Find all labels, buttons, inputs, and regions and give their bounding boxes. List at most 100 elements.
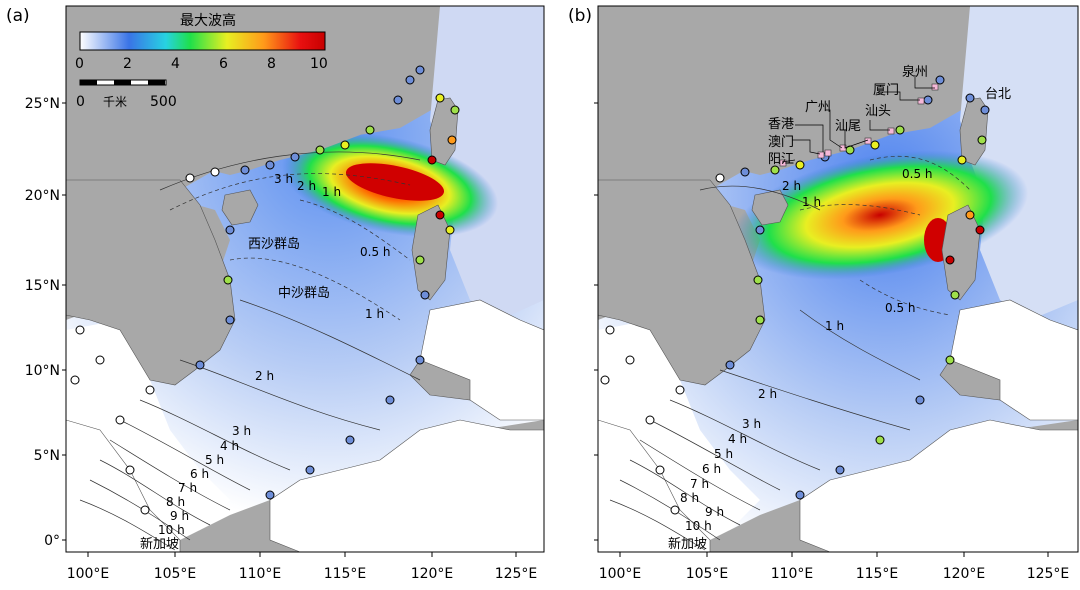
- contour-label: 1 h: [825, 319, 844, 333]
- contour-label: 2 h: [255, 369, 274, 383]
- x-tick-marks-b: [619, 552, 1049, 557]
- indochina-landmass: [65, 179, 236, 386]
- contour-label: 0.5 h: [902, 167, 933, 181]
- x-tick-label: 105°E: [686, 566, 729, 582]
- map-panel-a: 最大波高 0 2 4 6 8 10 0 千米 500 西沙群岛 中沙群岛 新加坡…: [25, 5, 545, 582]
- contour-label: 5 h: [205, 453, 224, 467]
- panel-a-letter: (a): [6, 6, 30, 26]
- city-label-yangjiang: 阳江: [768, 152, 794, 167]
- taiwan-island: [959, 97, 989, 166]
- contour-label: 3 h: [232, 424, 251, 438]
- sea-area: [66, 6, 544, 552]
- luzon-island: [941, 204, 981, 301]
- map-frame: [65, 5, 545, 553]
- x-tick-label: 100°E: [67, 566, 110, 582]
- scale-bar: 0 千米 500: [76, 79, 177, 110]
- x-tick-label: 120°E: [943, 566, 986, 582]
- city-label-guangzhou: 广州: [805, 100, 831, 115]
- y-tick-label: 25°N: [25, 96, 60, 112]
- contour-label: 10 h: [158, 523, 185, 537]
- contour-label: 10 h: [685, 519, 712, 533]
- contour-label: 4 h: [728, 432, 747, 446]
- label-xisha: 西沙群岛: [248, 236, 300, 252]
- city-label-shanwei: 汕尾: [835, 119, 861, 134]
- pacific-area: [960, 6, 1078, 320]
- x-tick-label: 115°E: [324, 566, 367, 582]
- x-tick-label: 120°E: [411, 566, 454, 582]
- contour-labels: 0.5 h 2 h 1 h 0.5 h 1 h 2 h 3 h 4 h 5 h …: [680, 167, 933, 533]
- city-labels: 泉州 厦门 台北 广州 汕头 香港 汕尾 澳门 阳江: [768, 64, 1011, 167]
- travel-time-contours: [79, 151, 421, 551]
- contour-label: 2 h: [782, 179, 801, 193]
- label-singapore: 新加坡: [668, 536, 707, 552]
- luzon-island: [411, 204, 451, 301]
- contour-label: 9 h: [705, 505, 724, 519]
- x-tick-marks-a: [87, 552, 517, 557]
- contour-label: 3 h: [274, 172, 293, 186]
- city-label-quanzhou: 泉州: [902, 64, 928, 80]
- contour-label: 6 h: [190, 467, 209, 481]
- contour-label: 7 h: [178, 481, 197, 495]
- y-tick-label: 10°N: [25, 363, 60, 379]
- x-tick-label: 105°E: [154, 566, 197, 582]
- city-markers: [779, 83, 939, 167]
- y-tick-marks-a: [62, 102, 66, 541]
- contour-label: 0.5 h: [885, 301, 916, 315]
- pacific-area: [430, 6, 544, 320]
- city-label-hongkong: 香港: [768, 117, 794, 132]
- map-frame: [597, 5, 1079, 553]
- contour-label: 5 h: [714, 447, 733, 461]
- x-tick-label: 110°E: [239, 566, 282, 582]
- city-leader-lines: [781, 75, 935, 163]
- city-label-macau: 澳门: [768, 134, 794, 150]
- colorbar-tick: 4: [171, 56, 180, 72]
- contour-label: 7 h: [690, 477, 709, 491]
- colorbar: [79, 31, 326, 51]
- x-tick-label: 100°E: [599, 566, 642, 582]
- contour-label: 1 h: [365, 307, 384, 321]
- palawan-island: [409, 359, 471, 401]
- y-tick-label: 5°N: [34, 448, 60, 464]
- y-tick-marks-b: [594, 102, 598, 541]
- label-zhongsha: 中沙群岛: [278, 285, 330, 301]
- x-tick-label: 125°E: [495, 566, 538, 582]
- borneo-island: [799, 419, 1079, 553]
- y-axis-a: 0° 5°N 10°N 15°N 20°N 25°N: [25, 96, 60, 549]
- palawan-island: [939, 359, 1001, 401]
- hainan-island: [751, 189, 789, 226]
- contour-label: 9 h: [170, 509, 189, 523]
- contour-label: 3 h: [742, 417, 761, 431]
- x-tick-label: 110°E: [771, 566, 814, 582]
- contour-label: 6 h: [702, 462, 721, 476]
- colorbar-tick: 6: [219, 56, 228, 72]
- label-singapore: 新加坡: [140, 536, 179, 552]
- colorbar-tick: 2: [123, 56, 132, 72]
- contour-label: 2 h: [758, 387, 777, 401]
- city-label-xiamen: 厦门: [873, 83, 899, 98]
- travel-time-contours: [609, 155, 971, 551]
- x-axis-b: 100°E 105°E 110°E 115°E 120°E 125°E: [599, 566, 1070, 582]
- colorbar-title: 最大波高: [180, 12, 236, 29]
- y-tick-label: 0°: [44, 533, 60, 549]
- borneo-island: [269, 419, 545, 553]
- x-tick-label: 115°E: [856, 566, 899, 582]
- y-tick-label: 20°N: [25, 188, 60, 204]
- scale-unit: 千米: [103, 95, 127, 109]
- scale-end: 500: [150, 94, 177, 110]
- map-panel-b: 泉州 厦门 台北 广州 汕头 香港 汕尾 澳门 阳江 新加坡 0.5 h 2 h…: [540, 0, 1080, 590]
- scale-start: 0: [76, 94, 85, 110]
- colorbar-tick: 10: [310, 56, 328, 72]
- china-mainland: [598, 6, 970, 180]
- x-tick-label: 125°E: [1027, 566, 1070, 582]
- indochina-landmass: [597, 179, 766, 386]
- city-label-taipei: 台北: [985, 87, 1011, 102]
- city-label-shantou: 汕头: [865, 104, 891, 119]
- contour-label: 2 h: [297, 179, 316, 193]
- colorbar-tick: 0: [75, 56, 84, 72]
- taiwan-island: [429, 97, 459, 166]
- contour-label: 8 h: [680, 491, 699, 505]
- contour-label: 8 h: [166, 495, 185, 509]
- y-tick-label: 15°N: [25, 278, 60, 294]
- contour-label: 1 h: [322, 185, 341, 199]
- contour-label: 1 h: [802, 195, 821, 209]
